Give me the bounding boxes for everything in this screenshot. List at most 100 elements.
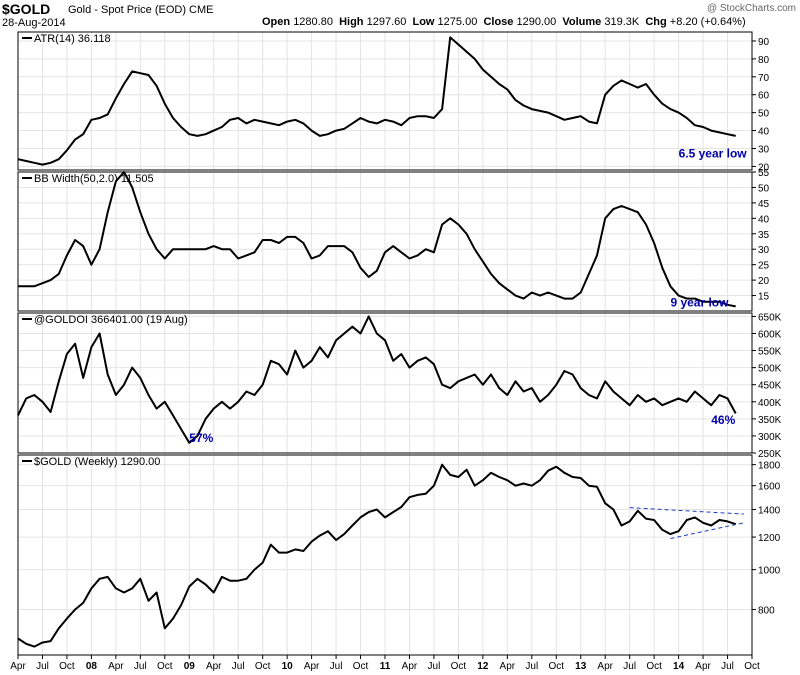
panel-frame: [17, 171, 753, 312]
y-tick-label: 40: [758, 214, 770, 225]
y-tick-label: 600K: [758, 329, 782, 340]
x-tick-label: Oct: [59, 661, 75, 672]
y-tick-label: 30: [758, 245, 770, 256]
x-tick-label: 11: [380, 661, 391, 672]
x-tick-label: Oct: [548, 661, 564, 672]
x-axis: Apr Jul Oct 08 Apr Jul Oct 09 Apr Jul Oct 10 Apr Jul O…: [10, 655, 760, 672]
instrument-name: Gold - Spot Price (EOD): [68, 4, 186, 16]
close-label: Close: [483, 16, 514, 28]
x-tick-label: Jul: [721, 661, 734, 672]
x-tick-label: Apr: [695, 661, 711, 672]
series-line: [17, 315, 737, 444]
y-tick-label: 1000: [758, 566, 781, 577]
chart-symbol: $GOLD: [2, 1, 51, 17]
x-tick-label: Apr: [500, 661, 516, 672]
y-tick-label: 250K: [758, 449, 782, 460]
y-tick-label: 450K: [758, 381, 782, 392]
x-tick-label: Jul: [525, 661, 538, 672]
close-value: 1290.00: [516, 16, 557, 28]
x-tick-label: 12: [477, 661, 489, 672]
legend-label: ATR(14) 36.118: [34, 33, 111, 45]
x-tick-label: 08: [86, 661, 98, 672]
x-tick-label: Jul: [36, 661, 49, 672]
y-tick-label: 90: [758, 37, 770, 48]
legend-label: $GOLD (Weekly) 1290.00: [34, 456, 160, 468]
y-tick-label: 40: [758, 127, 770, 138]
y-tick-label: 50: [758, 183, 770, 194]
x-tick-label: Apr: [10, 661, 26, 672]
series-line: [17, 463, 737, 648]
x-tick-label: 13: [575, 661, 587, 672]
bb-width-panel: 15 20 25 30 35 40 45 50 55 9 year low BB Width(50,…: [17, 168, 770, 312]
atr-panel: 20 30 40 50 60 70 80 90 6.5 year low ATR(14) 36.1…: [17, 31, 770, 173]
trendline: [629, 507, 744, 515]
x-tick-label: Apr: [108, 661, 124, 672]
annotation-label: 57%: [189, 431, 213, 445]
y-tick-label: 80: [758, 55, 770, 66]
panel-frame: [17, 312, 753, 454]
high-label: High: [339, 16, 364, 28]
series-line: [17, 36, 736, 166]
y-tick-label: 25: [758, 261, 770, 272]
y-tick-label: 1400: [758, 506, 781, 517]
x-tick-label: Oct: [255, 661, 271, 672]
x-tick-label: 10: [282, 661, 294, 672]
annotation-label: 9 year low: [670, 295, 729, 309]
y-tick-label: 350K: [758, 415, 782, 426]
y-tick-label: 1600: [758, 482, 781, 493]
y-tick-label: 15: [758, 292, 770, 303]
annotation-label: 46%: [711, 413, 735, 427]
gold-price-panel: 800 1000 1200 1400 1600 1800 $GOLD (Weekly) 12…: [17, 454, 781, 656]
trendline: [670, 522, 744, 540]
x-tick-label: Oct: [744, 661, 760, 672]
x-tick-label: Oct: [646, 661, 662, 672]
annotation-label: 6.5 year low: [679, 146, 748, 160]
x-tick-label: Jul: [232, 661, 245, 672]
high-value: 1297.60: [366, 16, 407, 28]
y-tick-label: 650K: [758, 312, 782, 323]
x-tick-label: Apr: [206, 661, 222, 672]
chart-date: 28-Aug-2014: [2, 17, 66, 29]
exchange-name: CME: [189, 4, 214, 16]
x-tick-label: Jul: [623, 661, 636, 672]
legend-label: BB Width(50,2.0) 11.505: [34, 173, 154, 185]
open-value: 1280.80: [293, 16, 333, 28]
y-tick-label: 500K: [758, 364, 782, 375]
open-label: Open: [262, 16, 291, 28]
volume-value: 319.3K: [604, 16, 640, 28]
stockcharts-credit: @ StockCharts.com: [706, 3, 796, 14]
y-tick-label: 60: [758, 91, 770, 102]
low-label: Low: [412, 16, 435, 28]
open-interest-panel: 250K 300K 350K 400K 450K 500K 550K 600K 650K 57% 4…: [17, 312, 782, 460]
x-tick-label: Jul: [428, 661, 441, 672]
x-tick-label: Apr: [597, 661, 613, 672]
x-tick-label: 14: [673, 661, 685, 672]
y-tick-label: 30: [758, 144, 770, 155]
y-tick-label: 20: [758, 276, 770, 287]
chg-label: Chg: [645, 16, 667, 28]
y-tick-label: 70: [758, 73, 770, 84]
quote-bar: Open 1280.80 High 1297.60 Low 1275.00 Cl…: [262, 16, 746, 28]
x-tick-label: Oct: [353, 661, 369, 672]
x-tick-label: Jul: [330, 661, 343, 672]
y-tick-label: 55: [758, 168, 770, 179]
y-tick-label: 20: [758, 162, 770, 173]
y-tick-label: 300K: [758, 432, 782, 443]
panel-frame: [17, 31, 753, 171]
y-tick-label: 400K: [758, 398, 782, 409]
y-tick-label: 50: [758, 109, 770, 120]
y-tick-label: 1800: [758, 461, 781, 472]
x-tick-label: 09: [184, 661, 196, 672]
low-value: 1275.00: [437, 16, 478, 28]
y-tick-label: 800: [758, 605, 775, 616]
x-tick-label: Oct: [451, 661, 467, 672]
y-tick-label: 550K: [758, 347, 782, 358]
y-tick-label: 35: [758, 230, 770, 241]
x-tick-label: Apr: [304, 661, 320, 672]
y-tick-label: 45: [758, 199, 770, 210]
volume-label: Volume: [562, 16, 602, 28]
chg-value: +8.20 (+0.64%): [669, 16, 746, 28]
x-tick-label: Apr: [402, 661, 418, 672]
x-tick-label: Oct: [157, 661, 173, 672]
